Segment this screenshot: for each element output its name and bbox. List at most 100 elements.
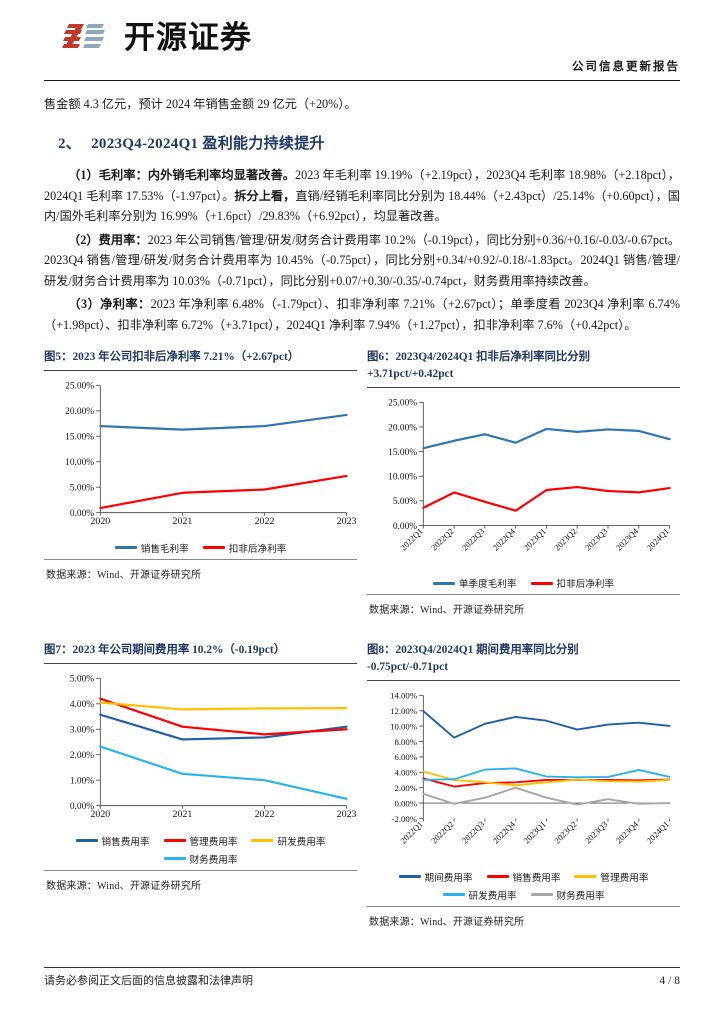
- legend-item: 财务费用率: [163, 852, 238, 866]
- p1-lead: （1）毛利率：内外销毛利率均显著改善。: [68, 168, 296, 182]
- svg-text:5.00%: 5.00%: [70, 675, 94, 685]
- legend-item: 销售毛利率: [114, 541, 189, 555]
- section-heading: 2、 2023Q4-2024Q1 盈利能力持续提升: [58, 132, 680, 153]
- svg-text:0.00%: 0.00%: [70, 802, 94, 812]
- figure-6-source: 数据来源：Wind、开源证券研究所: [369, 605, 525, 617]
- svg-text:8.00%: 8.00%: [394, 737, 417, 747]
- svg-text:2022Q4: 2022Q4: [491, 526, 518, 553]
- figure-row-1: 图5：2023 年公司扣非后净利率 7.21%（+2.67pct） 0.00% 5…: [44, 349, 680, 620]
- svg-text:15.00%: 15.00%: [388, 448, 417, 458]
- legend-label: 研发费用率: [277, 836, 326, 848]
- svg-text:2020: 2020: [90, 809, 110, 820]
- brand-name: 开源证券: [124, 20, 252, 56]
- legend-swatch-icon: [163, 839, 186, 843]
- page-footer: 请务必参阅正文后面的信息披露和法律声明 4 / 8: [44, 972, 680, 988]
- svg-text:2023Q2: 2023Q2: [552, 526, 579, 553]
- svg-text:4.00%: 4.00%: [394, 768, 417, 778]
- legend-label: 财务费用率: [189, 854, 238, 866]
- svg-text:20.00%: 20.00%: [65, 407, 94, 417]
- figure-6: 图6：2023Q4/2024Q1 扣非后净利率同比分别 +3.71pct/+0.…: [367, 349, 680, 620]
- legend-swatch-icon: [398, 875, 421, 879]
- svg-text:14.00%: 14.00%: [390, 691, 417, 701]
- figure-7-title: 图7：2023 年公司期间费用率 10.2%（-0.19pct）: [44, 644, 286, 657]
- figure-8-box: -2.00% 0.00% 2.00% 4.00% 6.00% 8.00% 10.00% 12.…: [367, 680, 680, 907]
- figure-row-2: 图7：2023 年公司期间费用率 10.2%（-0.19pct） 0.00% 1.…: [44, 642, 680, 931]
- legend-swatch-icon: [75, 839, 98, 843]
- svg-text:2023Q1: 2023Q1: [521, 819, 548, 846]
- header-divider: [44, 80, 680, 81]
- svg-text:5.00%: 5.00%: [70, 484, 94, 494]
- figure-6-title: 图6：2023Q4/2024Q1 扣非后净利率同比分别 +3.71pct/+0.…: [367, 349, 680, 383]
- legend-item: 销售费用率: [486, 870, 560, 884]
- svg-text:10.00%: 10.00%: [65, 458, 94, 468]
- svg-text:20.00%: 20.00%: [388, 423, 417, 433]
- legend-item: 扣非后净利率: [202, 541, 287, 555]
- figure-6-title-line1: 图6：2023Q4/2024Q1 扣非后净利率同比分别: [367, 351, 591, 363]
- figure-5-box: 0.00% 5.00% 10.00% 15.00% 20.00% 25.00% 2020 20…: [44, 370, 357, 560]
- paragraph-gross-margin: （1）毛利率：内外销毛利率均显著改善。2023 年毛利率 19.19%（+2.1…: [44, 165, 680, 227]
- paragraph-net-margin: （3）净利率：2023 年净利率 6.48%（-1.79pct）、扣非净利率 7…: [44, 294, 680, 335]
- svg-text:25.00%: 25.00%: [65, 382, 94, 392]
- svg-text:2024Q1: 2024Q1: [644, 526, 671, 553]
- figure-8-chart: -2.00% 0.00% 2.00% 4.00% 6.00% 8.00% 10.00% 12.…: [367, 687, 680, 867]
- svg-text:0.00%: 0.00%: [393, 522, 417, 532]
- legend-item: 研发费用率: [442, 888, 517, 902]
- svg-text:6.00%: 6.00%: [394, 753, 417, 763]
- legend-swatch-icon: [163, 857, 186, 861]
- svg-text:2023Q4: 2023Q4: [614, 526, 641, 553]
- svg-text:12.00%: 12.00%: [390, 706, 417, 716]
- legend-label: 扣非后净利率: [228, 543, 287, 555]
- svg-text:3.00%: 3.00%: [70, 726, 94, 736]
- legend-swatch-icon: [114, 546, 137, 549]
- svg-text:10.00%: 10.00%: [388, 473, 417, 483]
- figure-6-legend: 单季度毛利率 扣非后净利率: [367, 576, 680, 590]
- p3-body: 2023 年净利率 6.48%（-1.79pct）、扣非净利率 7.21%（+2…: [44, 297, 680, 332]
- report-type-label: 公司信息更新报告: [572, 61, 680, 73]
- p2-lead: （2）费用率：: [68, 232, 148, 247]
- figure-7-chart: 0.00% 1.00% 2.00% 3.00% 4.00% 5.00% 2020 2021 20…: [44, 670, 357, 832]
- svg-text:2021: 2021: [173, 516, 193, 527]
- legend-item: 扣非后净利率: [530, 576, 615, 591]
- kaiyuan-logo-icon: [60, 18, 116, 58]
- legend-label: 单季度毛利率: [458, 579, 517, 591]
- legend-item: 期间费用率: [398, 870, 473, 884]
- legend-label: 研发费用率: [468, 890, 517, 902]
- svg-text:15.00%: 15.00%: [65, 433, 94, 443]
- figure-5-title: 图5：2023 年公司扣非后净利率 7.21%（+2.67pct）: [44, 351, 300, 363]
- svg-text:2022: 2022: [255, 516, 275, 527]
- legend-item: 管理费用率: [574, 870, 648, 884]
- svg-text:2023Q2: 2023Q2: [552, 819, 579, 846]
- legend-label: 期间费用率: [424, 872, 473, 884]
- figure-6-box: 0.00% 5.00% 10.00% 15.00% 20.00% 25.00% 2022Q1…: [367, 387, 680, 596]
- svg-text:2022Q3: 2022Q3: [460, 526, 487, 553]
- legend-label: 销售毛利率: [140, 543, 189, 555]
- figure-8-source: 数据来源：Wind、开源证券研究所: [369, 916, 525, 928]
- section-title-text: 2023Q4-2024Q1 盈利能力持续提升: [91, 136, 325, 152]
- legend-label: 销售费用率: [101, 836, 150, 848]
- legend-item: 单季度毛利率: [432, 576, 517, 591]
- figure-8: 图8：2023Q4/2024Q1 期间费用率同比分别 -0.75pct/-0.7…: [367, 642, 680, 931]
- svg-text:2023: 2023: [337, 516, 357, 527]
- svg-text:2023: 2023: [337, 809, 357, 820]
- svg-text:2.00%: 2.00%: [70, 751, 94, 761]
- figure-8-title: 图8：2023Q4/2024Q1 期间费用率同比分别 -0.75pct/-0.7…: [367, 642, 680, 676]
- legend-label: 扣非后净利率: [556, 579, 615, 591]
- figure-7-legend: 销售费用率 管理费用率 研发费用率 财务费用率: [44, 834, 357, 866]
- svg-text:10.00%: 10.00%: [390, 722, 417, 732]
- paragraph-expense-ratio: （2）费用率：2023 年公司销售/管理/研发/财务合计费用率 10.2%（-0…: [44, 230, 680, 292]
- footer-divider: [44, 967, 680, 968]
- legend-swatch-icon: [202, 546, 225, 549]
- p1-tail: 直销/经销毛利率同比分别为 18.44%（+2.43pct）/25.14%（+0…: [44, 188, 680, 224]
- section-number: 2、: [58, 136, 82, 152]
- legend-swatch-icon: [530, 581, 553, 585]
- page-content: 售金额 4.3 亿元，预计 2024 年销售金额 29 亿元（+20%）。 2、…: [0, 94, 724, 932]
- svg-text:2022Q2: 2022Q2: [429, 526, 456, 553]
- p1-body: 2023 年毛利率 19.19%（+2.19pct），2023Q4 毛利率 18…: [44, 168, 680, 203]
- figure-5: 图5：2023 年公司扣非后净利率 7.21%（+2.67pct） 0.00% 5…: [44, 349, 357, 620]
- svg-text:2020: 2020: [90, 516, 110, 527]
- svg-text:-2.00%: -2.00%: [392, 814, 418, 824]
- figure-8-legend: 期间费用率 销售费用率 管理费用率 研发费用率 财务费用率: [367, 870, 680, 902]
- figure-6-title-line2: +3.71pct/+0.42pct: [367, 368, 454, 380]
- legend-swatch-icon: [574, 875, 597, 879]
